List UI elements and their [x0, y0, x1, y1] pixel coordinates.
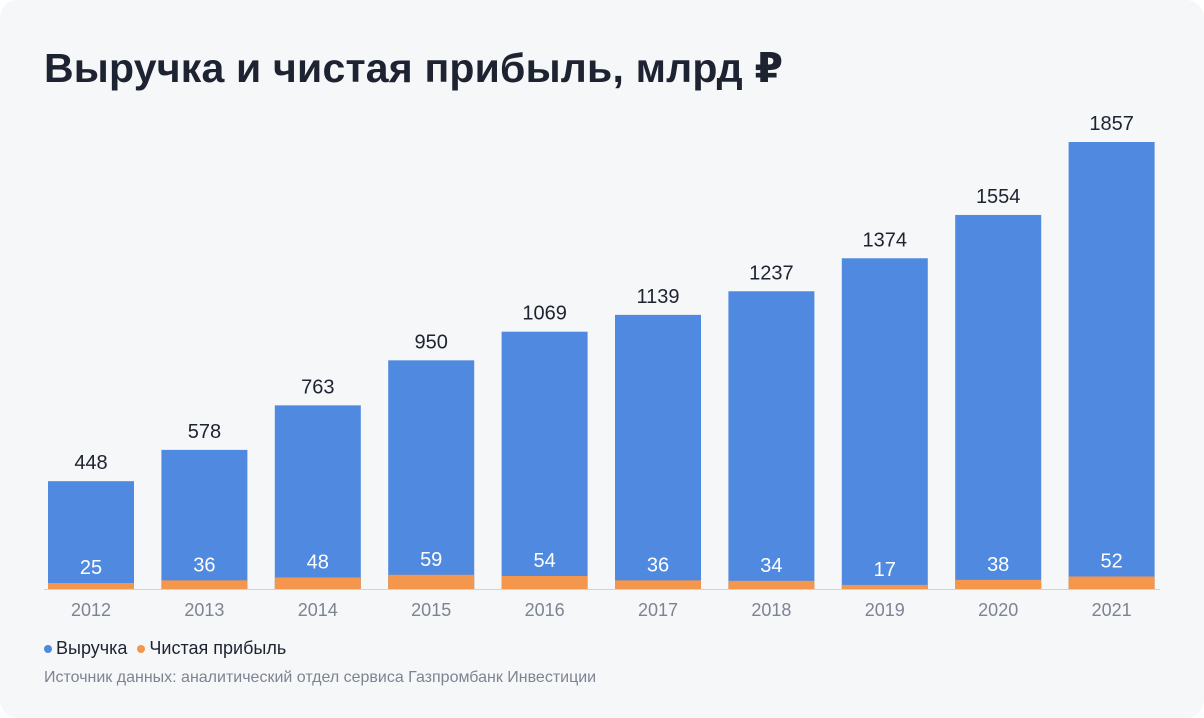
- profit-value-label: 54: [533, 550, 555, 572]
- profit-bar: [1068, 576, 1155, 589]
- legend-item-revenue: Выручка: [44, 638, 127, 659]
- x-tick-label: 2019: [865, 600, 905, 620]
- revenue-value-label: 448: [74, 452, 107, 474]
- profit-value-label: 52: [1100, 550, 1122, 572]
- revenue-value-label: 763: [301, 376, 334, 398]
- revenue-bar: [48, 481, 134, 589]
- x-tick-label: 2012: [71, 600, 111, 620]
- profit-value-label: 38: [987, 554, 1009, 576]
- revenue-bar: [161, 449, 248, 589]
- x-tick-label: 2020: [978, 600, 1018, 620]
- source-note: Источник данных: аналитический отдел сер…: [44, 669, 597, 686]
- revenue-value-label: 1139: [636, 286, 679, 308]
- x-tick-label: 2016: [525, 600, 565, 620]
- profit-bar: [48, 582, 134, 589]
- profit-value-label: 17: [874, 559, 896, 581]
- profit-value-label: 34: [760, 555, 782, 577]
- x-tick-label: 2017: [638, 600, 678, 620]
- profit-bar: [615, 580, 701, 589]
- x-tick-label: 2014: [298, 600, 338, 620]
- profit-bar: [728, 580, 815, 589]
- revenue-value-label: 578: [188, 421, 221, 443]
- revenue-bar: [841, 258, 928, 589]
- legend-label-revenue: Выручка: [56, 638, 128, 658]
- profit-value-label: 25: [80, 557, 102, 579]
- revenue-bar: [728, 291, 815, 589]
- x-tick-label: 2021: [1092, 600, 1132, 620]
- revenue-bar: [615, 314, 701, 589]
- revenue-value-label: 950: [415, 331, 448, 353]
- revenue-bar: [274, 405, 361, 589]
- profit-bar: [955, 579, 1042, 589]
- revenue-bar: [955, 214, 1042, 589]
- legend-item-profit: Чистая прибыль: [137, 638, 286, 659]
- revenue-value-label: 1069: [522, 303, 567, 325]
- profit-value-label: 36: [647, 554, 669, 576]
- profit-bar: [388, 574, 475, 589]
- revenue-bar: [1068, 142, 1155, 590]
- profit-bar: [161, 580, 248, 589]
- revenue-bar: [501, 331, 588, 589]
- profit-bar: [501, 576, 588, 589]
- legend-swatch-profit: [137, 644, 146, 653]
- revenue-bar: [388, 360, 475, 589]
- legend-label-profit: Чистая прибыль: [149, 638, 287, 658]
- profit-value-label: 48: [307, 551, 329, 573]
- profit-bar: [841, 584, 928, 589]
- profit-bar: [274, 577, 361, 589]
- revenue-value-label: 1857: [1089, 113, 1134, 135]
- x-tick-label: 2015: [411, 600, 451, 620]
- legend-swatch-revenue: [44, 644, 52, 653]
- profit-value-label: 36: [193, 554, 215, 576]
- x-tick-label: 2013: [184, 600, 224, 620]
- profit-value-label: 59: [420, 549, 442, 571]
- chart-legend: Выручка Чистая прибыль: [44, 638, 296, 659]
- chart-title: Выручка и чистая прибыль, млрд ₽: [44, 45, 784, 91]
- revenue-value-label: 1237: [749, 262, 794, 284]
- revenue-value-label: 1554: [976, 186, 1021, 208]
- revenue-value-label: 1374: [863, 229, 908, 251]
- x-tick-label: 2018: [751, 600, 791, 620]
